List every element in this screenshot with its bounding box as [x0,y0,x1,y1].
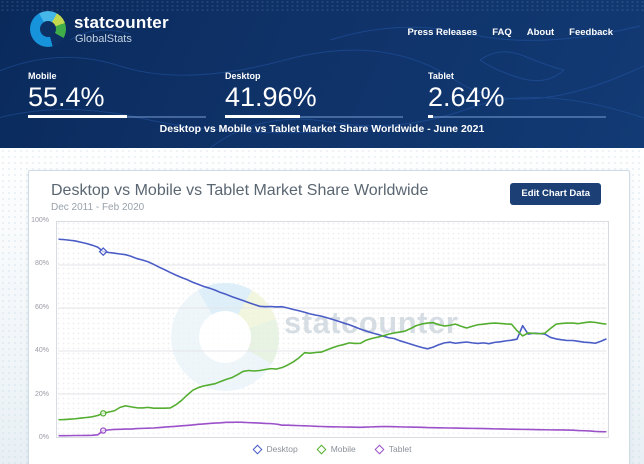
stat-progress-track [28,114,206,118]
tablet-diamond-icon [374,444,385,454]
stat-label: Desktop [225,71,261,81]
stat-progress-fill [28,114,127,118]
stat-tablet: Tablet 2.64% [428,71,606,118]
legend-label: Desktop [266,444,298,454]
mobile-diamond-icon [316,444,327,454]
logo-subtitle: GlobalStats [75,33,132,45]
stat-progress-fill [225,114,300,118]
y-tick-label: 0% [38,434,49,441]
stat-value: 41.96% [225,82,317,112]
chart-date-range: Dec 2011 - Feb 2020 [51,202,145,213]
chart-plot-area[interactable]: statcounter 100% 80% 60% 40% 20% 0% [31,217,609,441]
chart-legend: Desktop Mobile Tablet [56,444,609,454]
desktop-diamond-icon [252,444,262,454]
nav-faq[interactable]: FAQ [492,27,512,38]
stat-label: Mobile [28,71,57,81]
nav-feedback[interactable]: Feedback [569,27,613,38]
y-tick-label: 80% [34,260,49,268]
main-content: Desktop vs Mobile vs Tablet Market Share… [0,148,644,464]
stat-value: 55.4% [28,82,105,112]
legend-label: Tablet [388,444,412,454]
header: statcounter GlobalStats Press Releases F… [0,0,644,148]
statcounter-logo-donut-icon[interactable] [30,11,66,47]
chart-title: Desktop vs Mobile vs Tablet Market Share… [51,182,429,199]
world-map-decoration [0,25,644,148]
nav-about[interactable]: About [526,27,555,38]
stat-value: 2.64% [428,82,505,112]
chart-card: Desktop vs Mobile vs Tablet Market Share… [28,170,630,464]
y-tick-label: 60% [34,303,49,311]
chart-svg[interactable] [56,221,609,438]
header-nav: Press Releases FAQ About Feedback [407,27,613,38]
y-tick-label: 20% [34,390,49,398]
y-axis: 100% 80% 60% 40% 20% 0% [29,217,52,441]
stat-label: Tablet [428,71,454,81]
legend-item-desktop[interactable]: Desktop [252,444,298,454]
legend-item-mobile[interactable]: Mobile [316,444,356,454]
legend-label: Mobile [330,444,356,454]
y-tick-label: 100% [31,217,49,224]
y-tick-label: 40% [34,347,49,355]
stat-mobile: Mobile 55.4% [28,71,206,118]
stat-desktop: Desktop 41.96% [225,71,403,118]
logo-title[interactable]: statcounter [74,13,169,32]
edit-chart-data-button[interactable]: Edit Chart Data [510,183,601,205]
watermark-donut-icon [171,283,279,391]
legend-item-tablet[interactable]: Tablet [374,444,412,454]
stat-progress-track [225,114,403,118]
header-banner-title: Desktop vs Mobile vs Tablet Market Share… [159,123,485,135]
nav-press-releases[interactable]: Press Releases [407,27,478,38]
stat-progress-fill [428,114,433,118]
stat-progress-track [428,114,606,118]
